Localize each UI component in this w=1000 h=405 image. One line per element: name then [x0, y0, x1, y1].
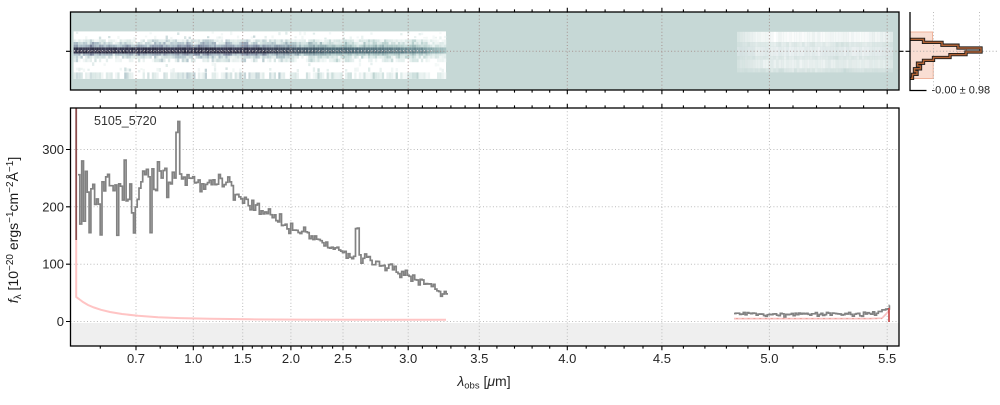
svg-text:5.5: 5.5	[878, 351, 896, 366]
svg-text:2.0: 2.0	[282, 351, 300, 366]
svg-text:1.5: 1.5	[234, 351, 252, 366]
svg-text:2.5: 2.5	[334, 351, 352, 366]
svg-text:1.0: 1.0	[184, 351, 202, 366]
svg-text:100: 100	[42, 257, 64, 272]
svg-text:3.5: 3.5	[470, 351, 488, 366]
svg-text:3.0: 3.0	[399, 351, 417, 366]
svg-text:5.0: 5.0	[760, 351, 778, 366]
svg-text:-0.00 ± 0.98: -0.00 ± 0.98	[932, 85, 991, 97]
svg-text:200: 200	[42, 199, 64, 214]
svg-text:0.7: 0.7	[127, 351, 145, 366]
svg-text:4.5: 4.5	[653, 351, 671, 366]
svg-text:fλ [10−20 ergs−1cm−2Å−1]: fλ [10−20 ergs−1cm−2Å−1]	[5, 157, 24, 303]
svg-text:4.0: 4.0	[558, 351, 576, 366]
svg-text:λobs [μm]: λobs [μm]	[456, 373, 510, 392]
svg-text:300: 300	[42, 142, 64, 157]
svg-text:0: 0	[57, 314, 64, 329]
svg-text:5105_5720: 5105_5720	[94, 114, 157, 128]
